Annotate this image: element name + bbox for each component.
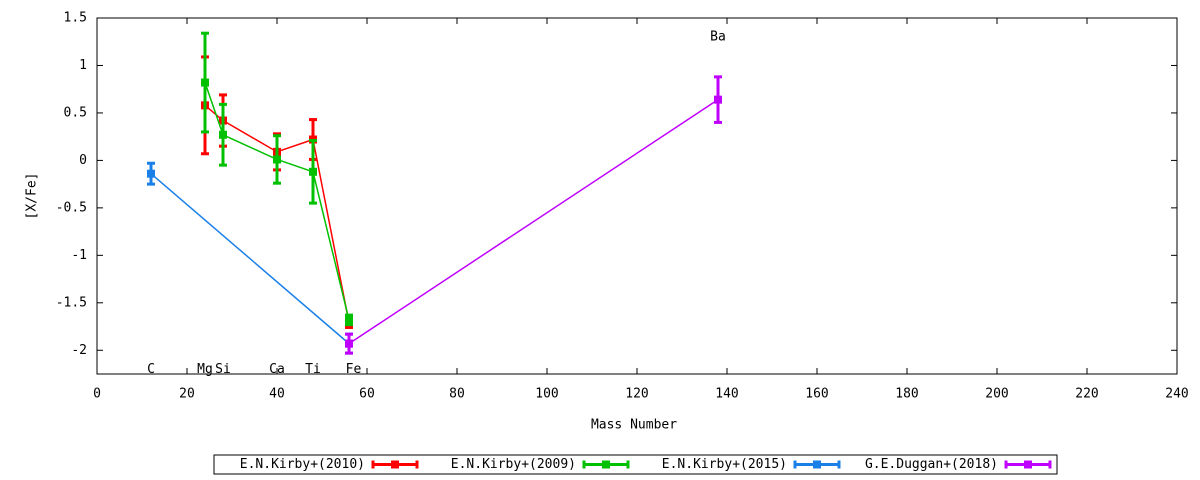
- legend: E.N.Kirby+(2010) E.N.Kirby+(2009) E.N.Kirb…: [213, 454, 1058, 475]
- element-label: Ti: [305, 362, 321, 377]
- point: [273, 155, 281, 164]
- legend-frame: [213, 454, 1058, 475]
- legend-swatch: [391, 460, 399, 469]
- x-tick-label: 40: [269, 387, 285, 402]
- x-tick-label: 120: [625, 387, 648, 402]
- x-tick-label: 100: [535, 387, 558, 402]
- y-tick-label: 0: [79, 153, 87, 168]
- point: [147, 169, 155, 178]
- legend-swatch: [1024, 460, 1032, 469]
- y-axis-label: [X/Fe]: [25, 173, 40, 220]
- element-label: Mg: [197, 362, 213, 377]
- element-label: Fe: [346, 362, 362, 377]
- x-axis-label: Mass Number: [591, 418, 677, 433]
- x-tick-label: 60: [359, 387, 375, 402]
- x-tick-label: 240: [1165, 387, 1188, 402]
- point: [345, 315, 353, 324]
- x-tick-label: 80: [449, 387, 465, 402]
- y-tick-label: 1.5: [64, 11, 87, 26]
- y-tick-label: -1.5: [56, 295, 87, 310]
- point: [201, 78, 209, 87]
- point: [219, 130, 227, 139]
- series-line: [348, 99, 719, 345]
- x-tick-label: 220: [1075, 387, 1098, 402]
- y-tick-label: 0.5: [64, 105, 87, 120]
- element-label: Ba: [710, 29, 726, 44]
- legend-label: G.E.Duggan+(2018): [865, 457, 998, 472]
- x-tick-label: 0: [93, 387, 101, 402]
- point: [714, 95, 722, 104]
- legend-swatch: [602, 460, 610, 469]
- y-tick-label: -2: [71, 343, 87, 358]
- x-tick-label: 20: [179, 387, 195, 402]
- element-label: Ca: [269, 362, 285, 377]
- legend-label: E.N.Kirby+(2015): [662, 457, 787, 472]
- y-tick-label: -0.5: [56, 200, 87, 215]
- y-tick-label: 1: [79, 58, 87, 73]
- x-tick-label: 200: [985, 387, 1008, 402]
- point: [345, 339, 353, 348]
- legend-swatch: [813, 460, 821, 469]
- x-tick-label: 160: [805, 387, 828, 402]
- element-label: C: [147, 362, 155, 377]
- point: [309, 167, 317, 176]
- legend-label: E.N.Kirby+(2009): [451, 457, 576, 472]
- y-tick-label: -1: [71, 248, 87, 263]
- element-label: Si: [215, 362, 231, 377]
- x-tick-label: 140: [715, 387, 738, 402]
- plot-frame: [96, 17, 1178, 375]
- series-line: [150, 173, 350, 345]
- x-tick-label: 180: [895, 387, 918, 402]
- legend-label: E.N.Kirby+(2010): [240, 457, 365, 472]
